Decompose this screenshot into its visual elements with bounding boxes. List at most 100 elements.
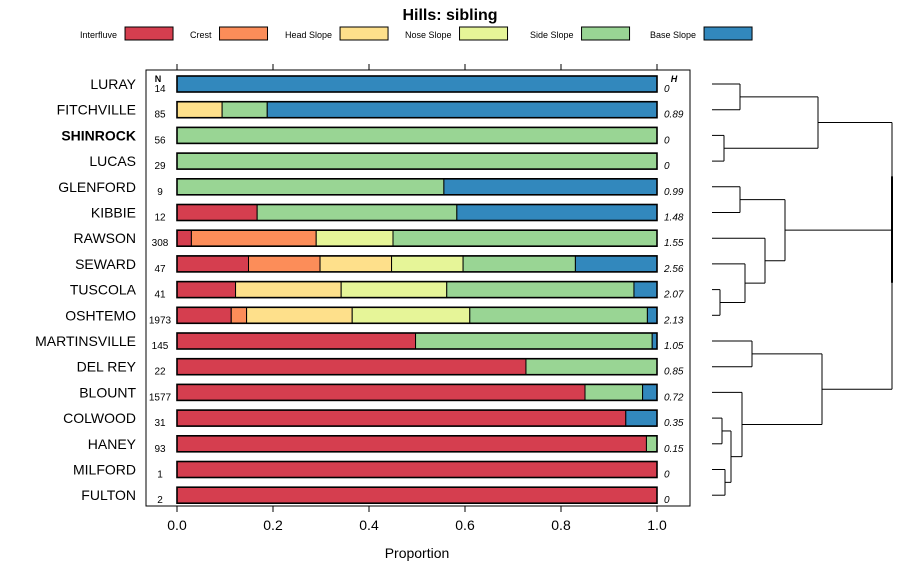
- bar-segment-interfluve: [176, 229, 192, 247]
- bar-segment-side-slope: [176, 152, 658, 170]
- dendrogram: [712, 83, 893, 496]
- row-h-value: 2.56: [663, 264, 684, 275]
- bar-outline: [176, 100, 658, 119]
- row-n-value: 31: [154, 418, 166, 429]
- legend-item-base-slope: Base Slope: [650, 26, 753, 41]
- row-h-value: 2.07: [663, 290, 684, 301]
- row-n-value: 2: [157, 495, 163, 506]
- bar-segment-interfluve: [176, 486, 658, 504]
- row-n-value: 22: [154, 367, 166, 378]
- legend-label: Head Slope: [285, 30, 332, 40]
- row-h-value: 0.35: [664, 418, 684, 429]
- row-n-value: 1973: [149, 315, 172, 326]
- row-label: SHINROCK: [61, 127, 136, 143]
- bar-segment-base-slope: [176, 75, 658, 93]
- x-axis-label: Proportion: [385, 545, 450, 561]
- row-label: OSHTEMO: [65, 307, 136, 323]
- row-fulton: FULTON 2 0: [81, 486, 670, 506]
- bar-outline: [176, 280, 658, 299]
- row-label: FITCHVILLE: [57, 102, 136, 118]
- row-n-value: 145: [152, 341, 169, 352]
- legend-swatch: [124, 26, 174, 41]
- x-tick-label: 0.2: [263, 517, 283, 533]
- row-n-value: 14: [154, 84, 166, 95]
- bar-segment-crest: [248, 255, 321, 273]
- row-n-value: 29: [154, 161, 166, 172]
- bar-segment-side-slope: [221, 101, 268, 119]
- row-label: HANEY: [88, 436, 137, 452]
- row-n-value: 1577: [149, 392, 172, 403]
- bar-segment-interfluve: [176, 435, 647, 453]
- bar-outline: [176, 178, 658, 196]
- bar-segment-base-slope: [625, 409, 658, 427]
- row-tuscola: TUSCOLA 41 2.07: [70, 280, 684, 301]
- bar-segment-base-slope: [574, 255, 658, 273]
- bar-outline: [176, 203, 658, 222]
- bar-segment-base-slope: [633, 281, 658, 299]
- legend-item-crest: Crest: [190, 26, 269, 41]
- row-h-value: 0.99: [664, 187, 684, 198]
- legend: Interfluve Crest Head Slope Nose Slope Side …: [80, 26, 753, 41]
- bar-segment-interfluve: [176, 281, 237, 299]
- bar-outline: [176, 255, 658, 273]
- bar-segment-side-slope: [469, 306, 648, 324]
- row-martinsville: MARTINSVILLE 145 1.05: [35, 332, 684, 352]
- row-h-value: 0: [664, 161, 670, 172]
- bar-segment-side-slope: [584, 383, 644, 401]
- bar-segment-crest: [190, 229, 317, 247]
- legend-item-head-slope: Head Slope: [285, 26, 389, 41]
- row-n-value: 1: [157, 470, 163, 481]
- legend-item-side-slope: Side Slope: [530, 26, 631, 41]
- row-del-rey: DEL REY 22 0.85: [77, 357, 684, 378]
- row-n-value: 308: [152, 238, 169, 249]
- bar-segment-nose-slope: [340, 281, 448, 299]
- bar-segment-side-slope: [176, 178, 445, 196]
- bar-segment-base-slope: [456, 204, 658, 221]
- row-label: COLWOOD: [63, 410, 136, 426]
- bar-segment-interfluve: [176, 204, 258, 221]
- bar-segment-side-slope: [392, 229, 658, 247]
- row-h-value: 0: [664, 135, 670, 146]
- n-header: N: [155, 74, 162, 84]
- row-rawson: RAWSON 308 1.55: [74, 229, 684, 249]
- bar-segment-side-slope: [446, 281, 635, 299]
- bar-outline: [176, 75, 658, 93]
- bar-segment-side-slope: [525, 358, 658, 376]
- legend-label: Nose Slope: [405, 30, 452, 40]
- row-h-value: 1.48: [664, 213, 684, 224]
- row-label: MILFORD: [73, 462, 136, 478]
- row-h-value: 0: [664, 470, 670, 481]
- bar-segment-nose-slope: [351, 306, 471, 324]
- row-n-value: 12: [154, 213, 166, 224]
- chart-title: Hills: sibling: [402, 7, 497, 24]
- legend-label: Interfluve: [80, 30, 117, 40]
- bar-segment-base-slope: [642, 383, 658, 401]
- bar-outline: [176, 409, 658, 427]
- bar-segment-nose-slope: [315, 229, 394, 247]
- legend-swatch: [339, 26, 389, 41]
- x-axis: 0.0 0.2 0.4 0.6 0.8 1.0: [167, 64, 667, 533]
- row-seward: SEWARD 47 2.56: [75, 255, 684, 275]
- row-fitchville: FITCHVILLE 85 0.89: [57, 100, 684, 121]
- row-n-value: 85: [154, 110, 166, 121]
- bar-segment-interfluve: [176, 358, 527, 376]
- row-label: SEWARD: [75, 256, 136, 272]
- row-label: GLENFORD: [58, 179, 136, 195]
- legend-swatch: [219, 26, 269, 41]
- bar-segment-head-slope: [319, 255, 393, 273]
- row-label: DEL REY: [77, 359, 137, 375]
- bar-segment-interfluve: [176, 409, 627, 427]
- row-h-value: 0.85: [664, 367, 684, 378]
- bar-segment-side-slope: [256, 204, 458, 221]
- x-tick-label: 0.6: [455, 517, 475, 533]
- row-haney: HANEY 93 0.15: [88, 434, 684, 455]
- row-h-value: 0.72: [664, 392, 684, 403]
- legend-item-nose-slope: Nose Slope: [405, 26, 509, 41]
- row-n-value: 56: [154, 135, 166, 146]
- bar-outline: [176, 460, 658, 479]
- bar-outline: [176, 434, 658, 453]
- x-tick-label: 0.4: [359, 517, 379, 533]
- row-n-value: 9: [157, 187, 163, 198]
- row-milford: MILFORD 1 0: [73, 460, 670, 481]
